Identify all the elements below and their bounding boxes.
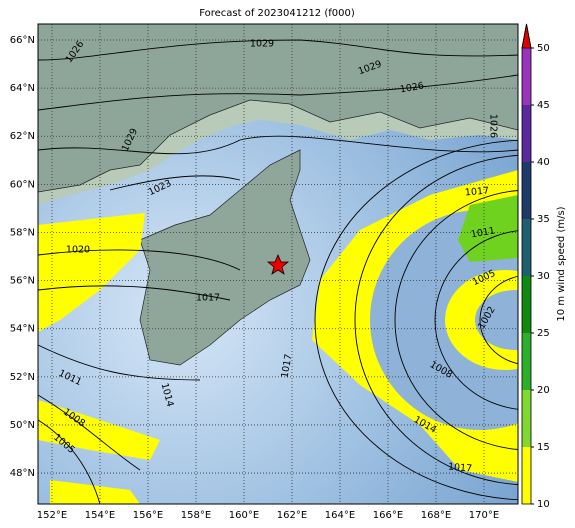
contour-label: 1017 [447,461,472,474]
lat-tick-label: 58°N [10,227,35,238]
contour-label-group: 1029 [250,39,274,50]
lon-tick-label: 160°E [229,510,259,521]
contour-label: 1017 [279,353,294,379]
colorbar-tick-label: 15 [537,442,550,453]
contour-label-group: 1020 [66,245,90,256]
lat-tick-label: 60°N [10,179,35,190]
colorbar-segment [522,390,531,447]
colorbar-tick-label: 40 [537,157,550,168]
colorbar-segment [522,447,531,504]
colorbar-segment [522,276,531,333]
colorbar-tick-label: 25 [537,328,550,339]
colorbar-segment [522,162,531,219]
colorbar-tick-label: 20 [537,385,550,396]
contour-label-group: 1026 [399,80,425,95]
lat-tick-label: 52°N [10,372,35,383]
kamchatka [139,149,311,366]
colorbar-tick-label: 35 [537,214,550,225]
wind-area [458,195,518,262]
colorbar-tick-label: 30 [537,271,550,282]
colorbar-segment [522,333,531,390]
colorbar-segment [522,219,531,276]
colorbar-tick-label: 45 [537,100,550,111]
lat-tick-label: 56°N [10,276,35,287]
colorbar-label-group: 10 m wind speed (m/s) [556,206,567,321]
colorbar-label: 10 m wind speed (m/s) [556,206,567,321]
contour-label: 1026 [399,80,425,95]
contour-label-group: 1026 [488,114,499,138]
lon-tick-label: 170°E [469,510,499,521]
lat-tick-label: 48°N [10,468,35,479]
lon-tick-label: 152°E [37,510,67,521]
storm-core [475,290,518,350]
colorbar-tick-label: 10 [537,499,550,510]
contour-label: 1020 [66,245,90,256]
colorbar-extend [521,23,532,49]
map-frame [37,23,519,505]
contour-label-group: 1017 [279,353,294,379]
contour-label: 1026 [488,114,499,138]
wind-area [38,400,160,504]
lon-tick-label: 168°E [421,510,451,521]
lon-tick-label: 164°E [325,510,355,521]
contour-label-group: 1017 [196,293,220,304]
lat-tick-label: 64°N [10,83,35,94]
lat-tick-label: 66°N [10,35,35,46]
lat-tick-label: 62°N [10,131,35,142]
lat-tick-label: 50°N [10,420,35,431]
graticule [38,24,518,504]
contour-label: 1011 [470,225,496,240]
colorbar-tick-label: 50 [537,43,550,54]
lat-tick-label: 54°N [10,324,35,335]
lon-tick-label: 158°E [181,510,211,521]
contour-label-group: 1011 [470,225,496,240]
contour-label: 1017 [464,185,489,198]
wind-area [38,213,145,332]
colorbar: 10 15 20 25 30 35 40 45 50 10 m wind speed (m/s) [521,23,567,510]
lon-tick-label: 154°E [85,510,115,521]
lon-tick-label: 156°E [133,510,163,521]
colorbar-segment [522,48,531,105]
contour-label: 1017 [196,293,220,304]
contour-label: 1029 [250,39,274,50]
storm-core [370,210,518,430]
colorbar-segment [522,105,531,162]
title: Forecast of 2023041212 (f000) [199,8,355,19]
mainland [38,24,518,193]
location-star [266,253,290,275]
lon-tick-label: 166°E [373,510,403,521]
contour-label-group: 1017 [447,461,472,474]
contour-label-group: 1017 [464,185,489,198]
lon-tick-label: 162°E [277,510,307,521]
